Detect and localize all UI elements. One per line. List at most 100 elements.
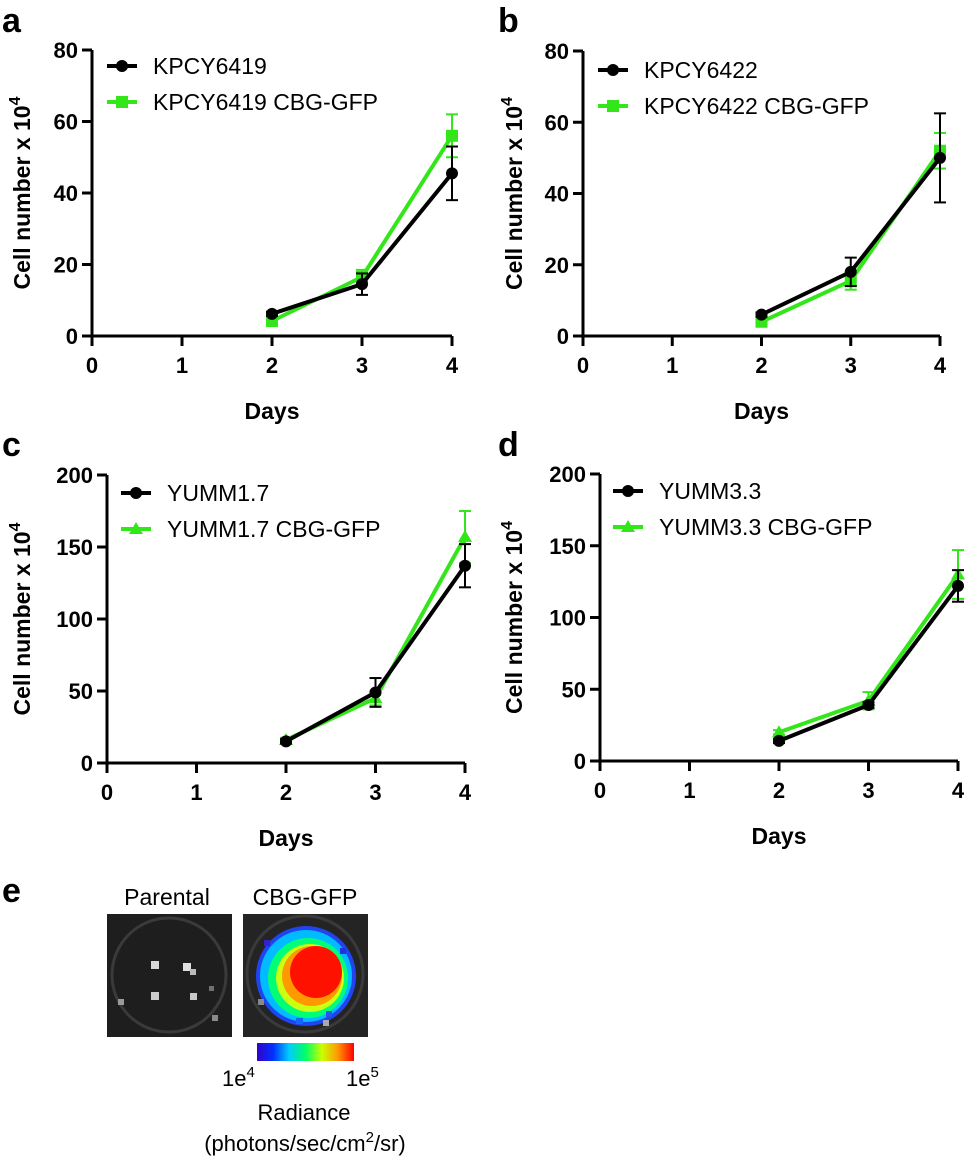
y-tick-label: 80 bbox=[54, 38, 78, 63]
x-tick-label: 4 bbox=[446, 353, 459, 378]
legend-label: KPCY6419 bbox=[153, 53, 267, 79]
cbg-gfp-well-image bbox=[243, 914, 368, 1037]
series-yumm1-7 bbox=[280, 543, 471, 748]
y-tick-label: 0 bbox=[574, 749, 586, 774]
chart-panel-a: a 0 20 40 60 80 0 1 2 3 4 Days Cell number x 104 KPCY… bbox=[2, 2, 459, 424]
x-axis-label: Days bbox=[259, 825, 314, 851]
y-tick-label: 0 bbox=[557, 324, 569, 349]
x-tick-label: 1 bbox=[190, 780, 202, 805]
series-line bbox=[760, 156, 942, 317]
y-tick-label: 20 bbox=[54, 253, 78, 278]
legend-label: KPCY6419 CBG-GFP bbox=[153, 89, 378, 115]
colorbar-title: Radiance bbox=[258, 1100, 351, 1125]
y-tick-label: 60 bbox=[54, 110, 78, 135]
x-tick-label: 1 bbox=[176, 353, 188, 378]
legend: KPCY6419 KPCY6419 CBG-GFP bbox=[107, 53, 378, 115]
panel-letter-c: c bbox=[2, 426, 21, 464]
panel-letter-b: b bbox=[498, 2, 519, 40]
y-tick-label: 40 bbox=[545, 182, 569, 207]
y-tick-label: 150 bbox=[56, 535, 93, 560]
data-point bbox=[266, 307, 278, 320]
y-tick-label: 100 bbox=[56, 607, 93, 632]
x-tick-label: 0 bbox=[577, 353, 589, 378]
legend: YUMM1.7 YUMM1.7 CBG-GFP bbox=[121, 480, 380, 542]
x-tick-label: 3 bbox=[862, 778, 874, 803]
chart-panel-b: b 0 20 40 60 80 0 1 2 3 4 Days Cell number x 104 KPCY… bbox=[498, 2, 947, 424]
y-axis-label: Cell number x 104 bbox=[7, 96, 35, 289]
y-tick-label: 200 bbox=[549, 462, 586, 487]
data-point bbox=[459, 559, 471, 572]
y-tick-label: 200 bbox=[56, 463, 93, 488]
panel-letter-e: e bbox=[2, 872, 21, 910]
legend-marker bbox=[622, 485, 634, 497]
series-line bbox=[760, 149, 942, 324]
x-tick-label: 3 bbox=[845, 353, 857, 378]
x-tick-label: 1 bbox=[666, 353, 678, 378]
data-point bbox=[862, 699, 875, 712]
x-axis-label: Days bbox=[734, 398, 789, 424]
legend-marker bbox=[129, 522, 143, 534]
parental-well-image bbox=[107, 914, 232, 1037]
legend-marker bbox=[116, 96, 128, 108]
y-tick-label: 0 bbox=[66, 324, 78, 349]
legend-marker bbox=[621, 520, 635, 532]
x-tick-label: 4 bbox=[952, 778, 965, 803]
legend-marker bbox=[130, 487, 142, 499]
legend-marker bbox=[116, 60, 128, 72]
panel-letter-d: d bbox=[498, 426, 519, 464]
y-tick-label: 60 bbox=[545, 110, 569, 135]
x-tick-label: 2 bbox=[280, 780, 292, 805]
legend-label: YUMM1.7 CBG-GFP bbox=[167, 516, 380, 542]
data-point bbox=[755, 308, 768, 321]
parental-label: Parental bbox=[124, 884, 210, 910]
chart-panel-c: c 0 50 100 150 200 0 1 2 3 4 Days Cell number x 104 Y… bbox=[2, 426, 472, 851]
radiance-colorbar bbox=[257, 1043, 354, 1061]
series-yumm3-3 bbox=[773, 569, 964, 747]
y-tick-label: 150 bbox=[549, 534, 586, 559]
y-tick-label: 0 bbox=[81, 751, 93, 776]
x-tick-label: 3 bbox=[356, 353, 368, 378]
cbg-gfp-label: CBG-GFP bbox=[253, 884, 358, 910]
data-point bbox=[369, 686, 382, 699]
series-yumm1-7-cbg-gfp bbox=[279, 510, 472, 745]
x-tick-label: 0 bbox=[86, 353, 98, 378]
panel-letter-a: a bbox=[2, 2, 22, 40]
series-line bbox=[285, 564, 467, 744]
x-tick-label: 1 bbox=[683, 778, 695, 803]
series-line bbox=[285, 535, 467, 742]
data-point bbox=[458, 529, 472, 542]
x-axis-label: Days bbox=[752, 823, 807, 849]
legend-marker bbox=[607, 100, 619, 112]
y-tick-label: 100 bbox=[549, 606, 586, 631]
legend-label: KPCY6422 bbox=[644, 57, 758, 83]
data-point bbox=[446, 167, 458, 180]
y-axis-label: Cell number x 104 bbox=[7, 522, 35, 715]
x-tick-label: 2 bbox=[755, 353, 767, 378]
data-point bbox=[773, 734, 785, 747]
y-tick-label: 50 bbox=[562, 677, 586, 702]
x-tick-label: 3 bbox=[369, 780, 381, 805]
data-point bbox=[280, 735, 292, 748]
panel-e: e Parental CBG-GFP bbox=[2, 872, 406, 1156]
x-axis-label: Days bbox=[245, 398, 300, 424]
legend-label: KPCY6422 CBG-GFP bbox=[644, 93, 869, 119]
data-point bbox=[772, 725, 786, 738]
data-point bbox=[934, 151, 946, 164]
y-tick-label: 50 bbox=[69, 679, 93, 704]
x-tick-label: 2 bbox=[266, 353, 278, 378]
legend: KPCY6422 KPCY6422 CBG-GFP bbox=[598, 57, 869, 119]
legend: YUMM3.3 YUMM3.3 CBG-GFP bbox=[613, 478, 872, 540]
legend-label: YUMM3.3 CBG-GFP bbox=[659, 514, 872, 540]
x-tick-label: 0 bbox=[594, 778, 606, 803]
data-point bbox=[952, 579, 964, 592]
series-kpcy6422 bbox=[755, 112, 946, 321]
y-tick-label: 80 bbox=[545, 39, 569, 64]
x-tick-label: 2 bbox=[773, 778, 785, 803]
colorbar-max-label: 1e5 bbox=[346, 1064, 379, 1091]
data-point bbox=[356, 278, 368, 291]
x-tick-label: 0 bbox=[101, 780, 113, 805]
y-axis-label: Cell number x 104 bbox=[499, 521, 527, 714]
colorbar-units: (photons/sec/cm2/sr) bbox=[204, 1129, 406, 1156]
colorbar-min-label: 1e4 bbox=[222, 1064, 255, 1091]
